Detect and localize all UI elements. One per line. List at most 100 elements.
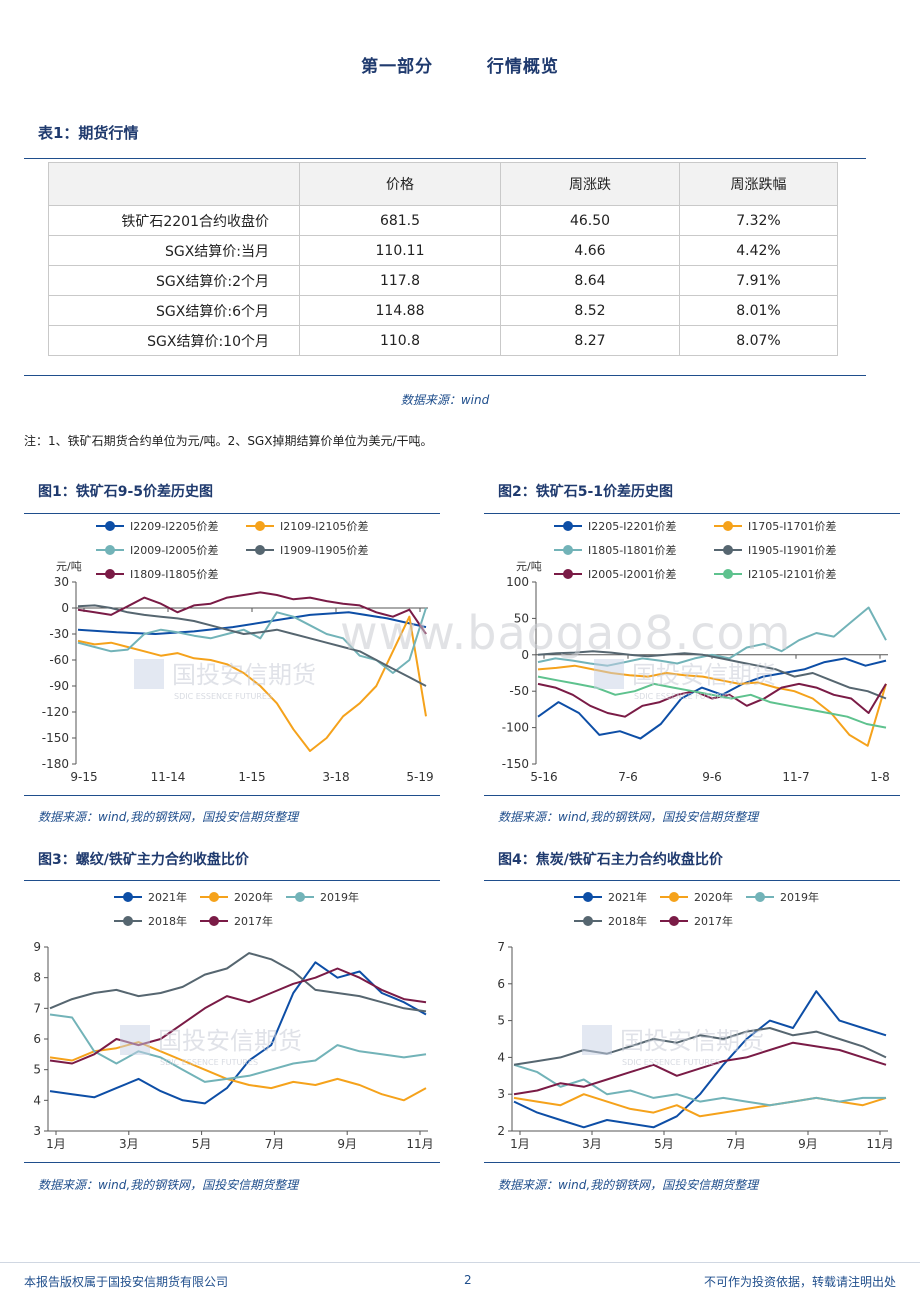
y-tick-label: -50 [509, 684, 529, 698]
table-source: 数据来源：wind [400, 393, 490, 407]
legend-label: I2005-I2001价差 [588, 567, 676, 581]
legend-label: I1805-I1801价差 [588, 543, 676, 557]
y-tick-label: 5 [497, 1014, 505, 1028]
y-tick-label: 2 [497, 1124, 505, 1138]
logo-text: 国投安信期货 [158, 1027, 302, 1055]
figure-3-top-rule [24, 880, 440, 881]
table-row: SGX结算价:10个月 110.8 8.27 8.07% [48, 325, 838, 356]
footer-copyright: 本报告版权属于国投安信期货有限公司 [24, 1275, 229, 1289]
x-tick-label: 5月 [192, 1137, 212, 1151]
x-tick-label: 3月 [582, 1137, 602, 1151]
x-tick-label: 11-7 [782, 770, 809, 784]
row-label: SGX结算价:2个月 [48, 265, 300, 296]
x-tick-label: 5-16 [530, 770, 557, 784]
series-line [49, 967, 427, 1065]
legend-label: 2021年 [148, 890, 187, 904]
y-tick-label: -180 [42, 757, 69, 771]
legend-label: I1705-I1701价差 [748, 519, 836, 533]
row-label: SGX结算价:当月 [48, 235, 300, 266]
cell: 46.50 [500, 205, 680, 236]
legend-label: I2109-I2105价差 [280, 519, 368, 533]
x-tick-label: 9-15 [70, 770, 97, 784]
series-line [77, 604, 427, 687]
x-tick-label: 11月 [866, 1137, 893, 1151]
site-watermark: www.baogao8.com [340, 606, 792, 660]
legend-marker [669, 892, 679, 902]
legend-marker [563, 521, 573, 531]
series-line [49, 1013, 427, 1083]
legend-label: I1905-I1901价差 [748, 543, 836, 557]
y-tick-label: 8 [33, 971, 41, 985]
logo-subtext: SDIC ESSENCE FUTURES [634, 692, 732, 701]
figure-4-title: 图4：焦炭/铁矿石主力合约收盘比价 [498, 852, 723, 868]
footer-disclaimer: 不可作为投资依据，转载请注明出处 [703, 1275, 896, 1289]
legend-label: 2021年 [608, 890, 647, 904]
figure-3-source: 数据来源：wind,我的钢铁网，国投安信期货整理 [38, 1178, 299, 1192]
x-tick-label: 7月 [726, 1137, 746, 1151]
figure-2-top-rule [484, 513, 900, 514]
legend-label: 2018年 [148, 914, 187, 928]
page-number: 2 [464, 1273, 472, 1287]
section-title: 第一部分 行情概览 [0, 52, 920, 77]
series-line [537, 657, 887, 740]
y-tick-label: -120 [42, 705, 69, 719]
x-tick-label: 1月 [46, 1137, 66, 1151]
series-line [537, 682, 887, 718]
y-tick-label: 6 [497, 977, 505, 991]
legend-marker [723, 569, 733, 579]
x-tick-label: 1-8 [870, 770, 890, 784]
legend-label: I2205-I2201价差 [588, 519, 676, 533]
x-tick-label: 3月 [119, 1137, 139, 1151]
x-tick-label: 9-6 [702, 770, 722, 784]
logo-subtext: SDIC ESSENCE FUTURES [160, 1058, 258, 1067]
y-tick-label: -150 [42, 731, 69, 745]
table-bottom-rule [24, 375, 866, 376]
cell: 8.64 [500, 265, 680, 296]
legend-marker [563, 545, 573, 555]
legend-label: I1809-I1805价差 [130, 567, 218, 581]
logo-text: 国投安信期货 [632, 661, 776, 689]
logo-mark [134, 659, 164, 689]
legend-marker [723, 545, 733, 555]
legend-marker [669, 916, 679, 926]
logo-text: 国投安信期货 [620, 1027, 764, 1055]
y-tick-label: 4 [497, 1050, 505, 1064]
y-tick-label: 6 [33, 1032, 41, 1046]
cell: 117.8 [299, 265, 501, 296]
table-top-rule [24, 158, 866, 159]
series-line [513, 1041, 887, 1096]
figure-1-title: 图1：铁矿石9-5价差历史图 [38, 484, 214, 500]
series-line [513, 990, 887, 1129]
y-tick-label: 4 [33, 1093, 41, 1107]
header-cell: 周涨跌幅 [679, 162, 838, 206]
x-tick-label: 11月 [406, 1137, 433, 1151]
cell: 681.5 [299, 205, 501, 236]
legend-marker [255, 545, 265, 555]
figure-3-bottom-rule [24, 1162, 440, 1163]
cell: 8.07% [679, 325, 838, 356]
figure-1-source: 数据来源：wind,我的钢铁网，国投安信期货整理 [38, 810, 299, 824]
unit-label: 元/吨 [516, 560, 542, 573]
figure-2-title: 图2：铁矿石5-1价差历史图 [498, 484, 674, 500]
series-line [513, 1027, 887, 1066]
logo-subtext: SDIC ESSENCE FUTURES [174, 692, 272, 701]
legend-marker [209, 892, 219, 902]
y-tick-label: 3 [33, 1124, 41, 1138]
series-line [513, 1093, 887, 1118]
section-name: 行情概览 [486, 57, 559, 77]
legend-marker [105, 569, 115, 579]
logo-mark [594, 659, 624, 689]
legend-marker [123, 916, 133, 926]
cell: 110.8 [299, 325, 501, 356]
logo-mark [120, 1025, 150, 1055]
y-tick-label: 3 [497, 1087, 505, 1101]
figure-4-top-rule [484, 880, 900, 881]
legend-label: 2017年 [234, 914, 273, 928]
y-tick-label: -100 [502, 721, 529, 735]
legend-label: I2009-I2005价差 [130, 543, 218, 557]
y-tick-label: -30 [49, 627, 69, 641]
logo-subtext: SDIC ESSENCE FUTURES [622, 1058, 720, 1067]
x-tick-label: 1月 [510, 1137, 530, 1151]
series-line [77, 611, 427, 635]
y-tick-label: 7 [33, 1001, 41, 1015]
